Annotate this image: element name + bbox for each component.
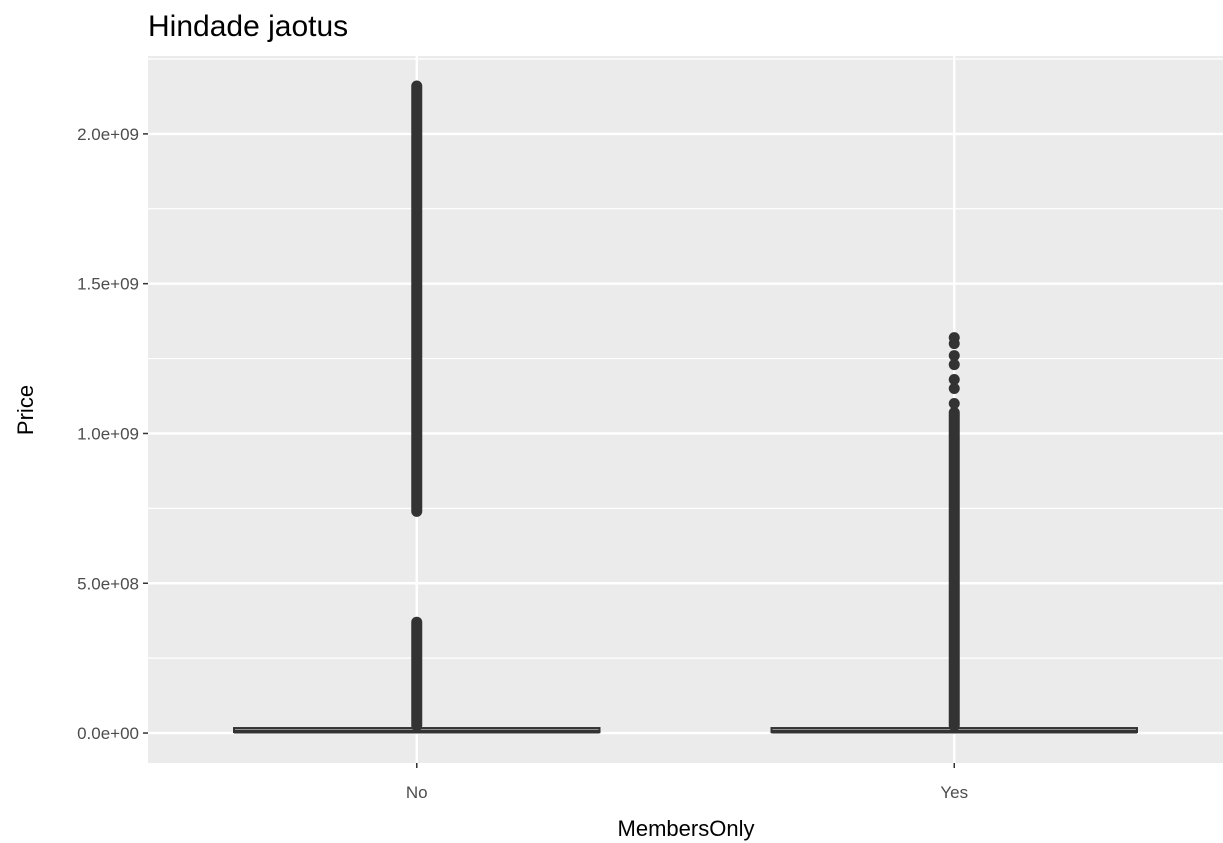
y-axis-ticks: 0.0e+00 5.0e+08 1.0e+09 1.5e+09 2.0e+09: [77, 125, 148, 743]
y-axis-title: Price: [13, 385, 38, 435]
x-axis-ticks: No Yes: [406, 763, 968, 802]
minor-gridlines: [148, 58, 1223, 659]
outlier-point: [948, 359, 960, 371]
x-tick-label: No: [406, 783, 428, 802]
y-tick-label: 5.0e+08: [77, 574, 139, 593]
boxplot-layer: [233, 80, 1138, 734]
outlier-point: [948, 332, 960, 344]
box-no: [233, 80, 601, 734]
outlier-point: [948, 398, 960, 410]
y-tick-label: 0.0e+00: [77, 724, 139, 743]
y-tick-label: 1.5e+09: [77, 275, 139, 294]
outlier-point: [948, 383, 960, 395]
outlier-point: [948, 350, 960, 362]
box-yes: [770, 332, 1138, 734]
chart-title: Hindade jaotus: [148, 10, 348, 43]
plot-panel: [148, 56, 1223, 763]
y-tick-label: 2.0e+09: [77, 125, 139, 144]
x-axis-title: MembersOnly: [618, 816, 755, 841]
y-tick-label: 1.0e+09: [77, 424, 139, 443]
outlier-point: [948, 374, 960, 386]
x-tick-label: Yes: [940, 783, 968, 802]
